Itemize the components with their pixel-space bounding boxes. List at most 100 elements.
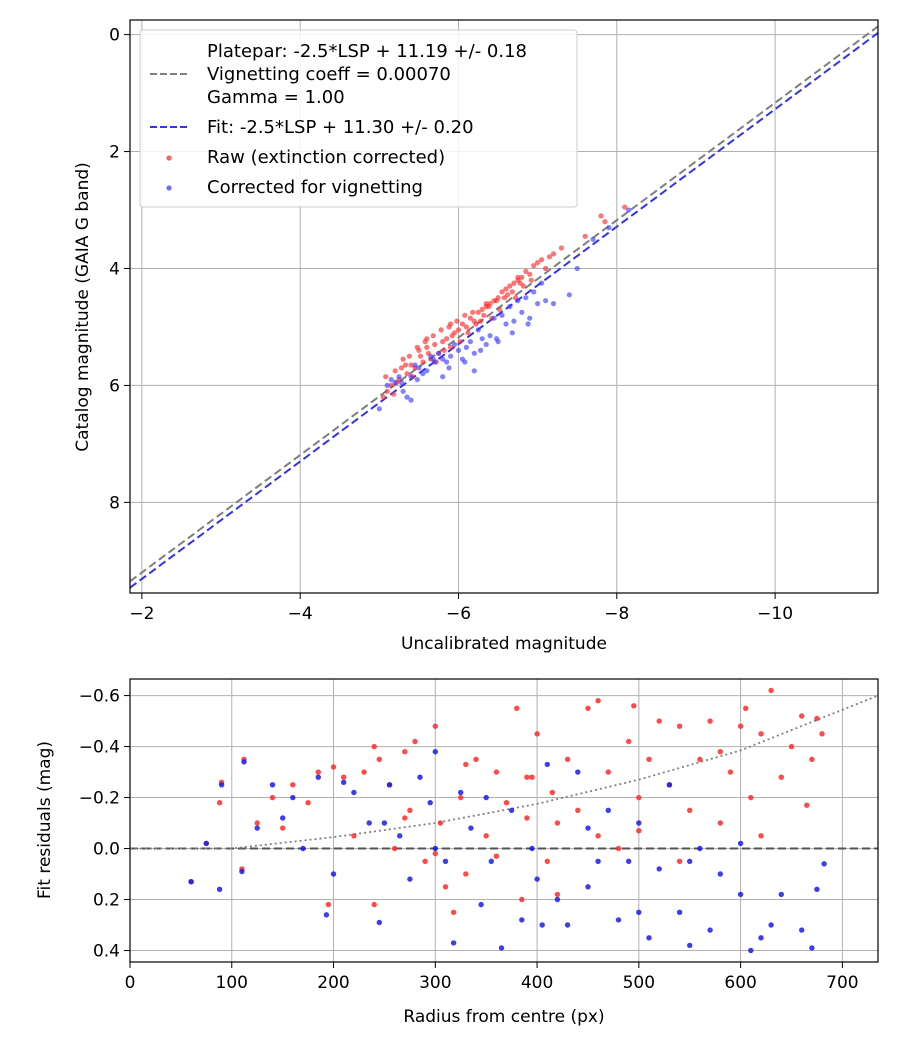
bottom-point-corrected — [468, 825, 474, 831]
bottom-point-raw — [819, 731, 825, 737]
bottom-point-raw — [503, 800, 510, 806]
bottom-point-raw — [407, 807, 413, 813]
top-point-raw-extinction-corrected — [473, 321, 479, 327]
bottom-y-tick-label: 0.2 — [93, 891, 120, 911]
bottom-point-raw — [216, 800, 223, 806]
bottom-point-raw — [402, 749, 408, 755]
bottom-point-corrected — [432, 749, 438, 755]
bottom-point-raw — [549, 789, 555, 796]
bottom-point-corrected — [687, 858, 693, 864]
bottom-point-raw — [626, 738, 632, 745]
top-point-corrected-for-vignetting — [487, 333, 493, 339]
bottom-y-tick-label: −0.2 — [79, 789, 120, 809]
bottom-x-tick-label: 0 — [125, 973, 136, 993]
top-point-corrected-for-vignetting — [525, 321, 531, 327]
top-point-raw-extinction-corrected — [598, 213, 604, 219]
bottom-point-raw — [743, 705, 749, 711]
top-point-raw-extinction-corrected — [398, 365, 405, 371]
bottom-plot-frame — [129, 678, 879, 963]
bottom-residuals-panel: 0 100 200 300 400 500 600 700 0.4 0.2 0.0 −0.2 −0.4 −… — [35, 678, 879, 1027]
bottom-point-raw — [737, 723, 744, 729]
top-point-raw-extinction-corrected — [483, 301, 489, 307]
bottom-x-tick-label: 200 — [317, 973, 349, 993]
top-point-raw-extinction-corrected — [430, 333, 436, 339]
top-point-raw-extinction-corrected — [391, 391, 397, 397]
bottom-point-corrected — [636, 909, 642, 915]
bottom-point-raw — [269, 794, 276, 801]
bottom-point-raw — [656, 718, 662, 724]
top-point-corrected-for-vignetting — [388, 377, 394, 383]
top-point-raw-extinction-corrected — [404, 371, 410, 377]
top-point-raw-extinction-corrected — [454, 318, 460, 324]
bottom-point-raw — [422, 858, 428, 864]
top-point-raw-extinction-corrected — [414, 344, 420, 350]
top-point-corrected-for-vignetting — [463, 344, 469, 350]
bottom-point-raw — [432, 850, 438, 857]
bottom-point-raw — [727, 769, 734, 775]
top-point-corrected-for-vignetting — [479, 336, 485, 342]
bottom-data-points — [188, 687, 827, 954]
top-point-corrected-for-vignetting — [535, 301, 541, 307]
top-point-raw-extinction-corrected — [449, 333, 455, 339]
legend-corrected-label: Corrected for vignetting — [207, 177, 423, 198]
top-point-corrected-for-vignetting — [539, 280, 545, 286]
top-point-raw-extinction-corrected — [519, 274, 525, 280]
top-y-tick-label: 6 — [109, 376, 120, 396]
bottom-point-raw — [636, 828, 642, 834]
top-x-tick-label: −8 — [604, 604, 629, 624]
legend-box — [139, 29, 578, 208]
top-point-corrected-for-vignetting — [574, 265, 580, 272]
bottom-point-corrected — [646, 935, 652, 941]
bottom-point-corrected — [386, 782, 393, 788]
bottom-x-tick-label: 700 — [826, 973, 858, 993]
bottom-point-corrected — [498, 945, 505, 951]
bottom-point-raw — [585, 705, 591, 711]
bottom-point-corrected — [687, 942, 693, 949]
top-point-raw-extinction-corrected — [499, 289, 505, 295]
top-point-raw-extinction-corrected — [388, 382, 394, 388]
top-point-corrected-for-vignetting — [515, 298, 521, 304]
bottom-point-raw — [351, 833, 357, 839]
bottom-point-corrected — [666, 782, 673, 788]
top-point-corrected-for-vignetting — [400, 388, 406, 394]
bottom-point-raw — [615, 845, 622, 852]
bottom-point-raw — [325, 901, 332, 908]
top-point-raw-extinction-corrected — [441, 347, 447, 353]
bottom-point-raw — [697, 756, 703, 762]
bottom-point-raw — [254, 820, 260, 826]
top-point-corrected-for-vignetting — [384, 382, 390, 388]
bottom-point-raw — [371, 743, 377, 750]
legend-gamma-label: Gamma = 1.00 — [207, 87, 345, 108]
bottom-point-raw — [631, 703, 637, 709]
bottom-point-raw — [554, 820, 561, 826]
top-point-raw-extinction-corrected — [424, 336, 430, 342]
bottom-point-corrected — [799, 927, 805, 933]
top-point-raw-extinction-corrected — [440, 339, 446, 345]
top-point-raw-extinction-corrected — [444, 336, 450, 342]
top-point-raw-extinction-corrected — [455, 327, 462, 333]
bottom-y-tick-label: −0.6 — [79, 687, 120, 707]
bottom-x-tick-label: 300 — [419, 973, 451, 993]
bottom-point-corrected — [478, 901, 484, 908]
top-point-corrected-for-vignetting — [448, 353, 454, 359]
top-point-corrected-for-vignetting — [424, 368, 430, 374]
bottom-point-corrected — [809, 945, 815, 951]
top-point-corrected-for-vignetting — [451, 341, 458, 348]
top-point-corrected-for-vignetting — [408, 374, 414, 380]
bottom-point-raw — [361, 769, 367, 775]
top-point-raw-extinction-corrected — [550, 251, 557, 257]
top-point-corrected-for-vignetting — [412, 362, 418, 368]
bottom-point-corrected — [323, 912, 330, 918]
top-point-raw-extinction-corrected — [402, 362, 409, 368]
top-point-raw-extinction-corrected — [475, 309, 481, 315]
top-point-corrected-for-vignetting — [475, 327, 481, 333]
bottom-point-corrected — [483, 794, 489, 801]
top-point-raw-extinction-corrected — [448, 344, 454, 350]
top-point-corrected-for-vignetting — [414, 377, 420, 383]
bottom-point-raw — [412, 738, 418, 745]
top-point-raw-extinction-corrected — [507, 283, 513, 289]
bottom-point-raw — [376, 756, 382, 762]
bottom-x-tick-label: 400 — [521, 973, 553, 993]
bottom-point-corrected — [300, 845, 306, 852]
